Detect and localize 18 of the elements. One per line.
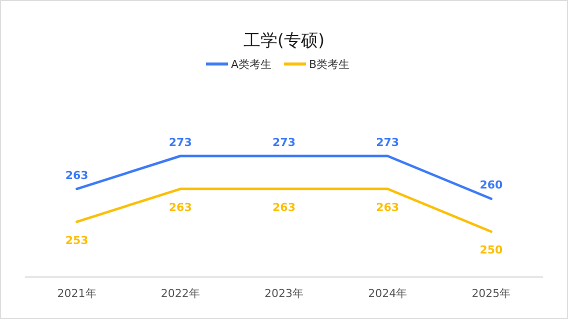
data-label: 260: [480, 178, 504, 192]
data-label: 263: [272, 200, 296, 214]
x-tick-label: 2021年: [57, 287, 96, 300]
x-tick-label: 2022年: [160, 287, 200, 300]
legend-label: A类考生: [231, 58, 272, 71]
x-tick-label: 2024年: [368, 287, 408, 300]
data-label: 253: [65, 234, 88, 247]
legend-label: B类考生: [309, 58, 350, 71]
data-label: 273: [168, 136, 192, 149]
data-label: 273: [272, 136, 296, 149]
data-label: 273: [376, 136, 400, 149]
data-label: 263: [168, 200, 192, 214]
x-tick-label: 2023年: [264, 287, 304, 300]
data-label: 263: [376, 200, 400, 214]
data-label: 250: [480, 244, 504, 257]
data-label: 263: [65, 168, 88, 182]
chart-title: 工学(专硕): [243, 31, 325, 51]
x-tick-label: 2025年: [472, 287, 511, 300]
